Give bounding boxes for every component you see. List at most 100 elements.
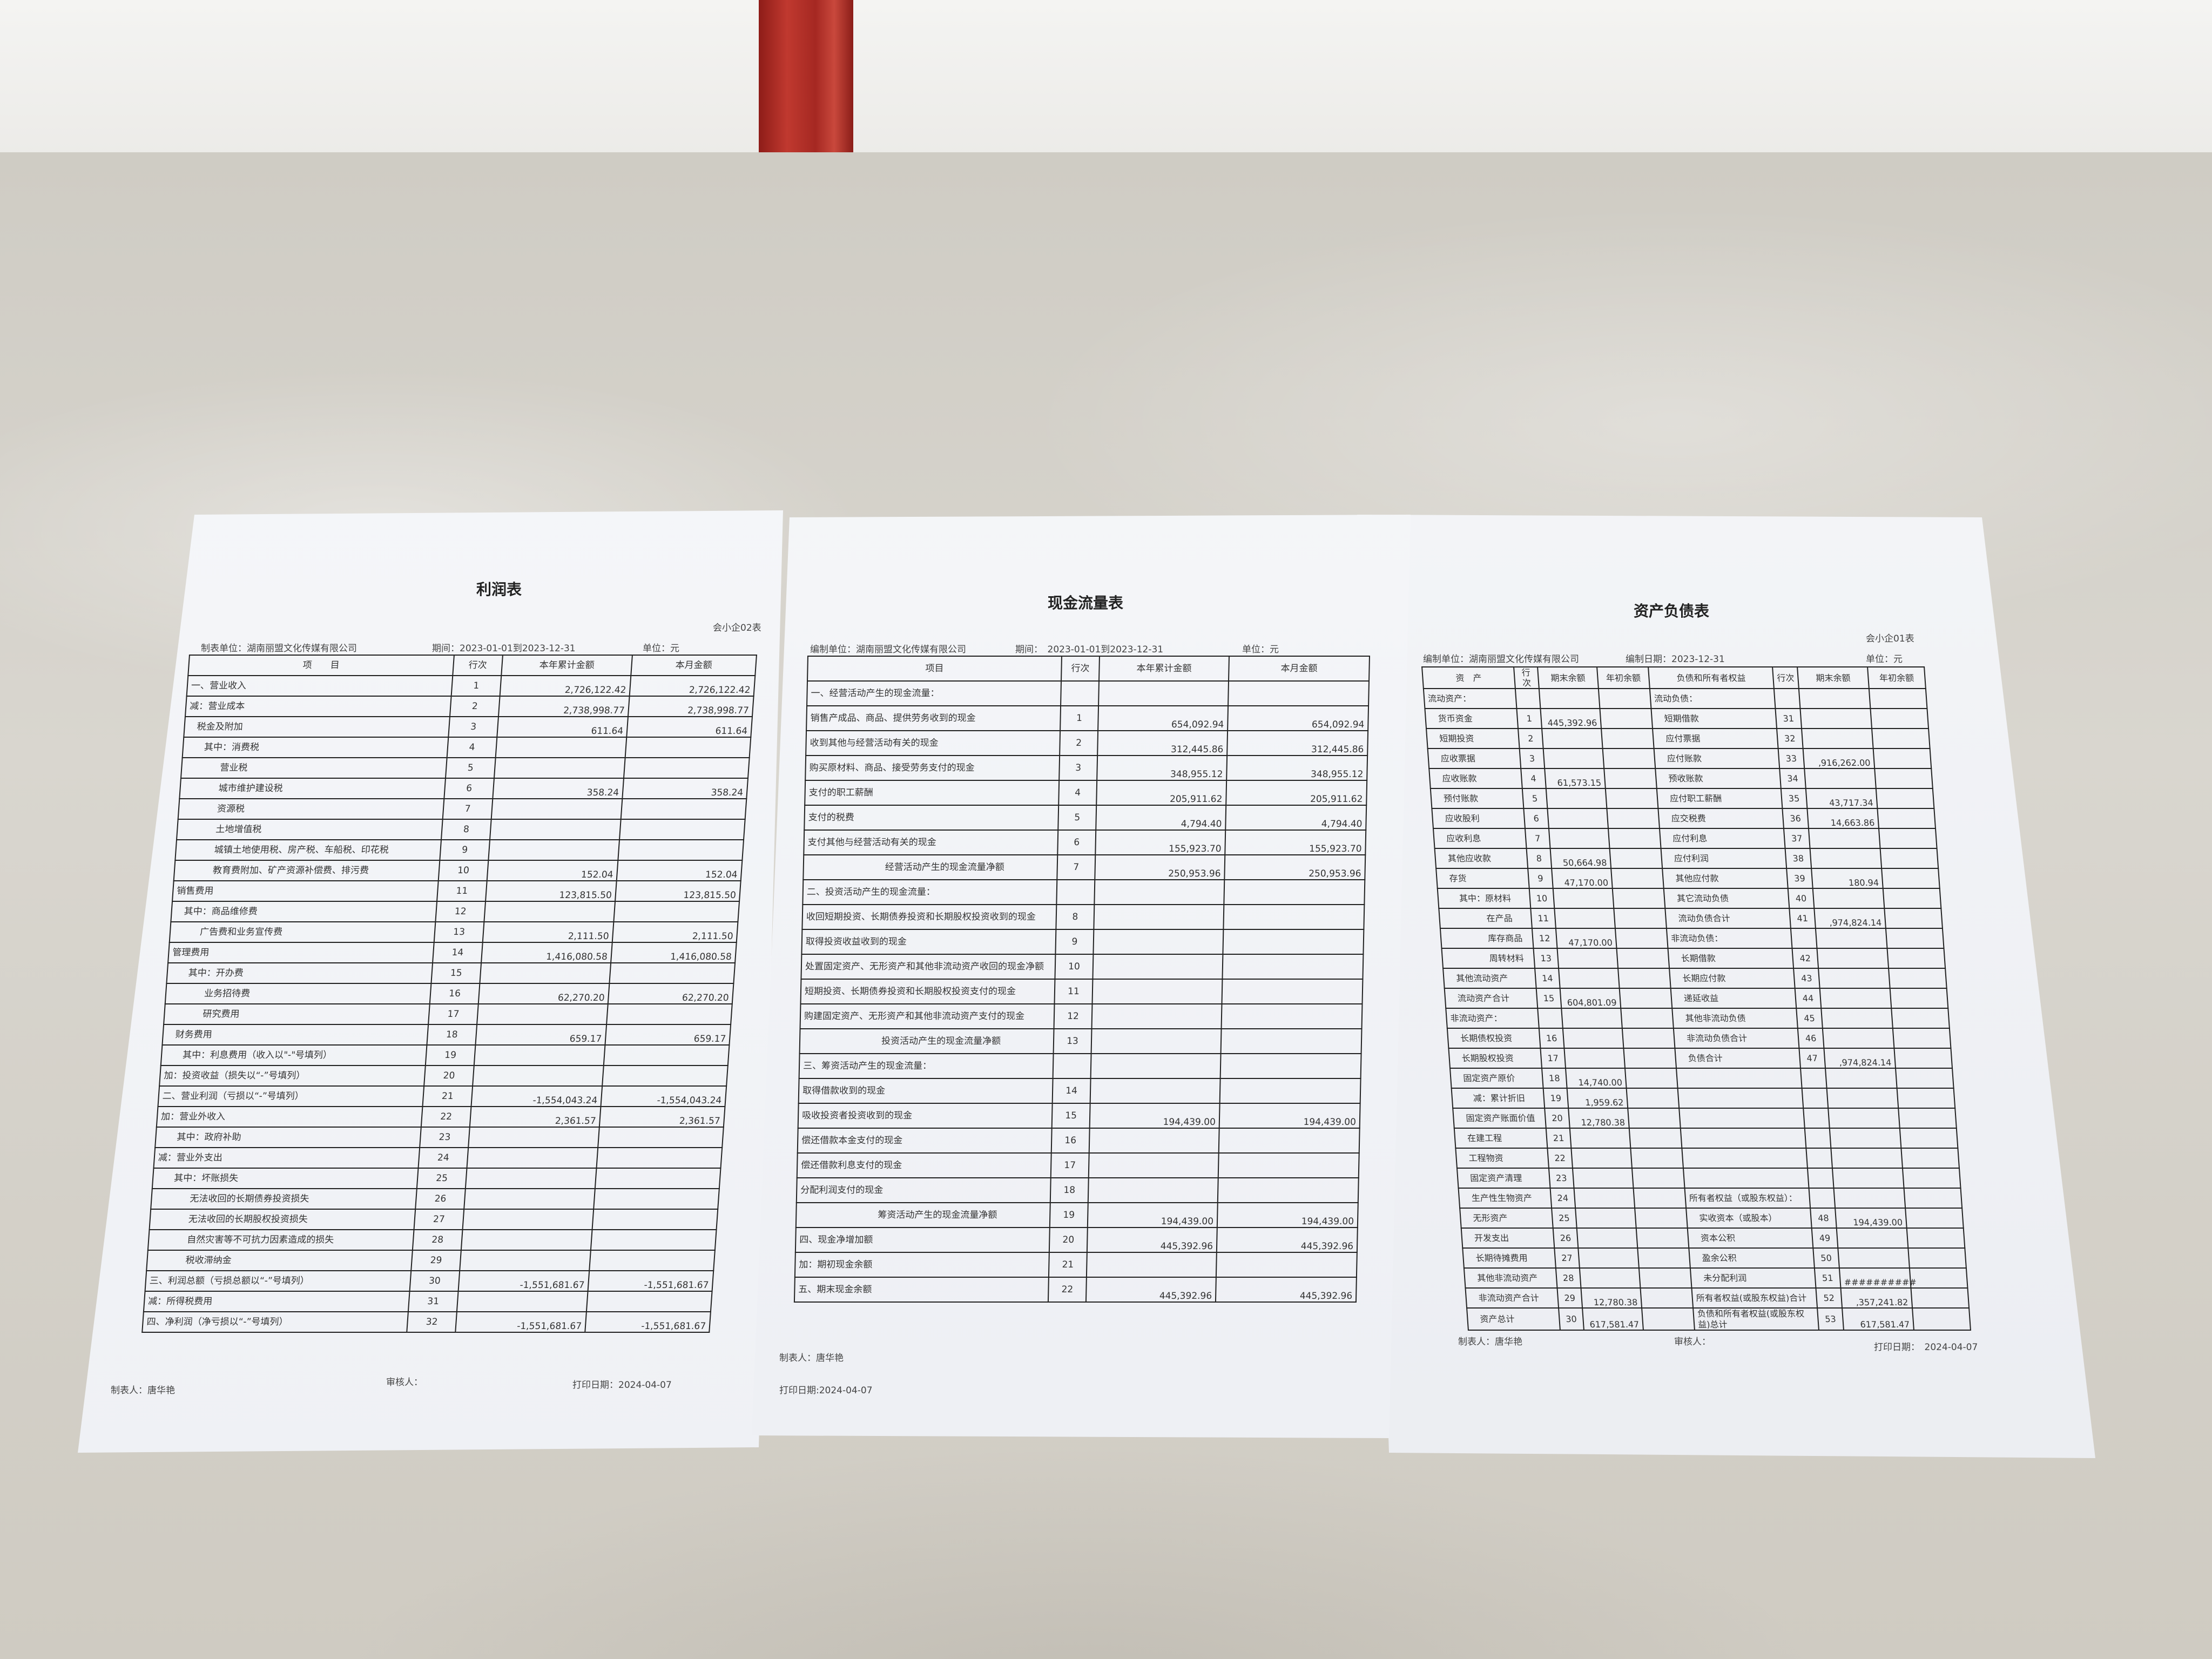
line-number: 14	[1052, 1078, 1091, 1103]
item-label: 处置固定资产、无形资产和其他非流动资产收回的现金净额	[801, 954, 1056, 979]
company: 编制单位：湖南丽盟文化传媒有限公司	[810, 644, 966, 655]
line-number: 15	[1051, 1103, 1090, 1128]
line-number	[1053, 1054, 1091, 1078]
cashflow-table: 项目 行次 本年累计金额 本月金额 一、经营活动产生的现金流量： 销售产成品、商品、提供劳…	[794, 656, 1370, 1303]
table-row: 五、期末现金余额 22 445,392.96 445,392.96	[794, 1277, 1357, 1302]
month-amount: 194,439.00	[1217, 1203, 1358, 1228]
ytd-amount	[1094, 880, 1225, 905]
table-row: 销售产成品、商品、提供劳务收到的现金 1 654,092.94 654,092.94	[806, 706, 1369, 731]
ytd-amount: 194,439.00	[1089, 1103, 1220, 1128]
line-number: 11	[1054, 979, 1093, 1004]
print-date: 打印日期:2024-04-07	[779, 1385, 873, 1396]
line-number: 20	[1049, 1228, 1088, 1252]
line-number: 13	[1053, 1029, 1092, 1054]
ytd-amount	[1090, 1078, 1220, 1103]
line-number: 6	[1057, 830, 1096, 855]
period: 期间：2023-01-01到2023-12-31	[432, 643, 576, 654]
income-title: 利润表	[476, 581, 522, 598]
ytd-amount	[1091, 1004, 1222, 1029]
ytd-amount	[1091, 1029, 1222, 1054]
item-label: 收回短期投资、长期债券投资和长期股权投资收到的现金	[802, 905, 1057, 929]
month-amount	[1228, 681, 1370, 706]
unit: 单位：元	[643, 643, 679, 654]
month-amount	[1220, 1029, 1362, 1054]
month-amount	[1223, 929, 1364, 954]
item-label: 购买原材料、商品、接受劳务支付的现金	[805, 756, 1060, 780]
ytd-amount	[1098, 681, 1229, 706]
unit: 单位：元	[1242, 644, 1279, 655]
table-row: 短期投资、长期债券投资和长期股权投资支付的现金 11	[800, 979, 1363, 1004]
ytd-amount: 445,392.96	[1085, 1277, 1216, 1302]
month-amount: 312,445.86	[1227, 731, 1368, 756]
table-row: 偿还借款本金支付的现金 16	[797, 1128, 1360, 1153]
month-amount: 205,911.62	[1226, 780, 1367, 805]
line-number: 22	[1048, 1277, 1087, 1302]
table-row: 支付的职工薪酬 4 205,911.62 205,911.62	[805, 780, 1367, 805]
table-row: 支付其他与经营活动有关的现金 6 155,923.70 155,923.70	[804, 830, 1366, 855]
line-number: 3	[1059, 756, 1098, 780]
ytd-amount	[1089, 1128, 1219, 1153]
item-label: 偿还借款本金支付的现金	[797, 1128, 1052, 1153]
table-row: 经营活动产生的现金流量净额 7 250,953.96 250,953.96	[803, 855, 1366, 880]
table-row: 取得投资收益收到的现金 9	[801, 929, 1364, 954]
item-label: 吸收投资者投资收到的现金	[798, 1103, 1053, 1128]
preparer: 制表人：唐华艳	[779, 1353, 844, 1364]
ytd-amount	[1086, 1252, 1217, 1277]
ytd-amount	[1092, 954, 1223, 979]
line-number: 2	[1060, 731, 1098, 756]
item-label: 筹资活动产生的现金流量净额	[795, 1203, 1050, 1228]
month-amount	[1224, 880, 1365, 905]
item-label: 四、现金净增加额	[795, 1228, 1050, 1252]
item-label: 经营活动产生的现金流量净额	[803, 855, 1058, 880]
line-number: 1	[1060, 706, 1099, 731]
item-label: 二、投资活动产生的现金流量：	[802, 880, 1057, 905]
ytd-amount: 312,445.86	[1097, 731, 1228, 756]
item-label: 支付其他与经营活动有关的现金	[804, 830, 1058, 855]
ytd-amount	[1094, 905, 1224, 929]
line-number: 4	[1058, 780, 1097, 805]
ytd-amount: 194,439.00	[1087, 1203, 1218, 1228]
month-amount	[1223, 905, 1365, 929]
item-label: 支付的职工薪酬	[805, 780, 1060, 805]
month-amount	[1217, 1178, 1359, 1203]
table-row: 吸收投资者投资收到的现金 15 194,439.00 194,439.00	[798, 1103, 1360, 1128]
line-number: 7	[1057, 855, 1096, 880]
line-number: 5	[1058, 805, 1097, 830]
background-wall	[0, 0, 2212, 157]
month-amount: 654,092.94	[1228, 706, 1369, 731]
preparer: 制表人：唐华艳	[1458, 1337, 1522, 1347]
ytd-amount: 250,953.96	[1095, 855, 1225, 880]
month-amount	[1219, 1078, 1361, 1103]
month-amount	[1221, 1004, 1363, 1029]
column-header: 本年累计金额	[1099, 656, 1229, 681]
item-label: 收到其他与经营活动有关的现金	[806, 731, 1061, 756]
table-row: 四、现金净增加额 20 445,392.96 445,392.96	[795, 1228, 1358, 1252]
line-number: 10	[1055, 954, 1094, 979]
item-label: 短期投资、长期债券投资和长期股权投资支付的现金	[800, 979, 1055, 1004]
line-number: 16	[1051, 1128, 1090, 1153]
month-amount	[1218, 1128, 1360, 1153]
month-amount: 445,392.96	[1216, 1228, 1358, 1252]
table-row: 购建固定资产、无形资产和其他非流动资产支付的现金 12	[800, 1004, 1363, 1029]
item-label: 分配利润支付的现金	[796, 1178, 1051, 1203]
company: 编制单位：湖南丽盟文化传媒有限公司	[1423, 654, 1579, 665]
item-label: 销售产成品、商品、提供劳务收到的现金	[806, 706, 1061, 731]
cashflow-title: 现金流量表	[1048, 594, 1124, 612]
form-code: 会小企01表	[1866, 633, 1914, 644]
print-date: 打印日期： 2024-04-07	[1874, 1342, 1978, 1353]
month-amount: 155,923.70	[1225, 830, 1366, 855]
item-label: 五、期末现金余额	[794, 1277, 1049, 1302]
table-row: 二、投资活动产生的现金流量：	[802, 880, 1365, 905]
item-label: 购建固定资产、无形资产和其他非流动资产支付的现金	[800, 1004, 1055, 1029]
month-amount	[1218, 1153, 1359, 1178]
table-row: 支付的税费 5 4,794.40 4,794.40	[804, 805, 1367, 830]
unit: 单位：元	[1866, 654, 1903, 665]
item-label: 一、经营活动产生的现金流量：	[807, 681, 1062, 706]
table-row: 收到其他与经营活动有关的现金 2 312,445.86 312,445.86	[806, 731, 1368, 756]
month-amount	[1220, 1054, 1361, 1078]
ytd-amount	[1090, 1054, 1221, 1078]
